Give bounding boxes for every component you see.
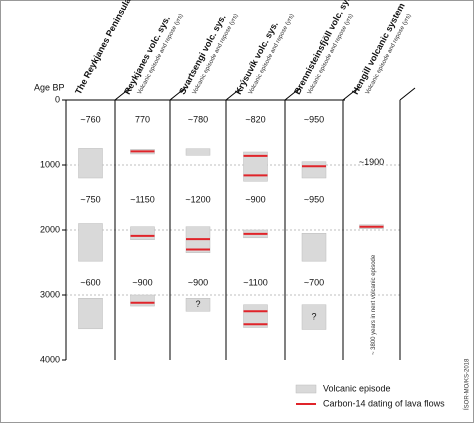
y-tick-label: 4000 [40, 354, 60, 364]
repose-label: ~780 [188, 114, 208, 124]
repose-label: ~600 [80, 277, 100, 287]
repose-label: ~700 [304, 277, 324, 287]
repose-label: ~950 [304, 114, 324, 124]
legend-label: Carbon-14 dating of lava flows [323, 398, 445, 408]
y-tick-label: 0 [55, 94, 60, 104]
episode [78, 298, 103, 330]
separator-slant [284, 87, 301, 101]
repose-label: ~900 [188, 277, 208, 287]
y-tick-label: 3000 [40, 289, 60, 299]
episode [78, 223, 103, 262]
y-tick-label: 1000 [40, 159, 60, 169]
separator-slant [399, 87, 416, 101]
episode [130, 226, 155, 240]
repose-label: ~950 [304, 194, 324, 204]
episode [301, 233, 327, 262]
credit: ÍSOR-MO/KS-2018 [464, 358, 471, 410]
episode [301, 304, 327, 330]
repose-label: ~1900 [359, 157, 384, 167]
separator-slant [342, 87, 359, 101]
repose-label: ~760 [80, 114, 100, 124]
repose-label: ~900 [132, 277, 152, 287]
episode [301, 161, 327, 179]
episode [185, 298, 211, 312]
repose-label: ~750 [80, 194, 100, 204]
legend-label: Volcanic episode [323, 383, 391, 393]
episode [185, 148, 211, 156]
annotation: ~ 3800 years in next volcanic episode [371, 254, 377, 355]
separator-slant [225, 87, 242, 101]
repose-label: ~820 [245, 114, 265, 124]
episode [78, 148, 103, 179]
repose-label: 770 [135, 114, 150, 124]
episode-label: ? [195, 299, 200, 309]
separator-slant [114, 87, 131, 101]
repose-label: ~1100 [243, 277, 268, 287]
separator-slant [169, 87, 186, 101]
y-axis-label: Age BP [34, 82, 65, 92]
repose-label: ~1150 [130, 194, 155, 204]
legend-episode-swatch [295, 384, 317, 394]
episode-label: ? [311, 311, 316, 321]
y-tick-label: 2000 [40, 224, 60, 234]
repose-label: ~900 [245, 194, 265, 204]
repose-label: ~1200 [185, 194, 210, 204]
episode [130, 294, 155, 307]
